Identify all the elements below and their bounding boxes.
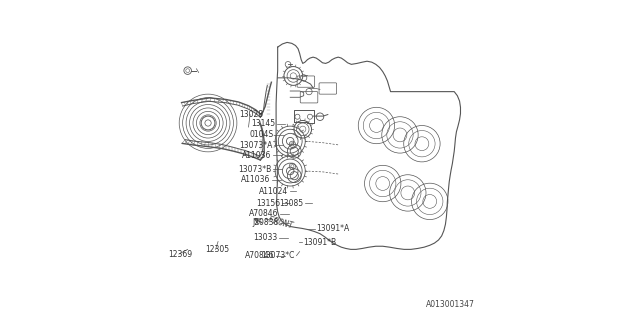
Text: A70846: A70846 — [245, 251, 275, 260]
Text: 13033: 13033 — [253, 233, 278, 242]
Text: J20838: J20838 — [252, 218, 278, 227]
Text: 13091*A: 13091*A — [316, 225, 349, 234]
Text: 13028: 13028 — [239, 110, 264, 119]
Text: 13085: 13085 — [280, 199, 304, 208]
Text: 13156: 13156 — [256, 199, 280, 208]
Text: A70846: A70846 — [249, 209, 278, 219]
Text: 13091*B: 13091*B — [304, 238, 337, 247]
Text: 13145: 13145 — [252, 119, 275, 128]
Text: ←FRONT: ←FRONT — [263, 214, 294, 231]
Text: A11036: A11036 — [242, 151, 271, 160]
Text: A11036: A11036 — [241, 175, 271, 184]
Text: 13073*B: 13073*B — [238, 165, 271, 174]
Text: 12369: 12369 — [168, 250, 193, 259]
Text: 13073*C: 13073*C — [262, 251, 295, 260]
Text: 12305: 12305 — [205, 245, 229, 254]
Text: 13073*A: 13073*A — [239, 141, 273, 150]
Text: A11024: A11024 — [259, 187, 288, 196]
Text: 0104S: 0104S — [250, 131, 273, 140]
Text: A013001347: A013001347 — [426, 300, 476, 309]
